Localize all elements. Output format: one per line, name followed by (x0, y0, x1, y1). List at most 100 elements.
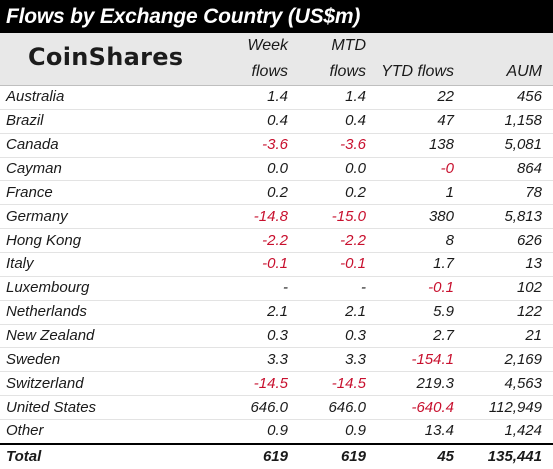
aum-cell: 13 (454, 252, 542, 277)
week-cell: -2.2 (215, 228, 288, 254)
row-padding (542, 133, 553, 158)
aum-cell: 1,424 (454, 419, 542, 445)
header-aum: AUM (506, 63, 542, 80)
country-cell: Netherlands (0, 300, 215, 325)
ytd-cell: 380 (366, 204, 454, 230)
mtd-cell: 619 (288, 442, 366, 469)
ytd-cell: 47 (366, 109, 454, 134)
week-cell: -14.5 (215, 371, 288, 397)
country-cell: Hong Kong (0, 228, 215, 254)
ytd-cell: 8 (366, 228, 454, 254)
table-title: Flows by Exchange Country (US$m) (0, 0, 553, 33)
row-padding (542, 300, 553, 325)
mtd-cell: 0.3 (288, 324, 366, 349)
aum-cell: 112,949 (454, 395, 542, 421)
row-padding (542, 109, 553, 134)
header-mtd-line1: MTD (331, 37, 366, 54)
aum-cell: 78 (454, 180, 542, 206)
aum-cell: 2,169 (454, 347, 542, 373)
mtd-cell: -3.6 (288, 133, 366, 158)
table-row: Luxembourg - - -0.1 102 (0, 276, 553, 301)
row-padding (542, 442, 553, 469)
mtd-cell: 646.0 (288, 395, 366, 421)
row-padding (542, 180, 553, 206)
row-padding (542, 228, 553, 254)
ytd-cell: -0 (366, 157, 454, 182)
header-week-line1: Week (247, 37, 288, 54)
table-row: Switzerland -14.5 -14.5 219.3 4,563 (0, 371, 553, 397)
table-row: Other 0.9 0.9 13.4 1,424 (0, 419, 553, 445)
ytd-cell: 45 (366, 442, 454, 469)
mtd-cell: 0.9 (288, 419, 366, 445)
week-cell: - (215, 276, 288, 301)
week-cell: 3.3 (215, 347, 288, 373)
row-padding (542, 157, 553, 182)
aum-cell: 102 (454, 276, 542, 301)
row-padding (542, 347, 553, 373)
mtd-cell: 0.2 (288, 180, 366, 206)
header-ytd-flows: YTD flows (381, 63, 454, 80)
header-mtd-flows: MTD flows (295, 33, 366, 85)
week-cell: 0.9 (215, 419, 288, 445)
country-cell: United States (0, 395, 215, 421)
week-cell: 619 (215, 442, 288, 469)
aum-cell: 122 (454, 300, 542, 325)
aum-cell: 5,813 (454, 204, 542, 230)
aum-cell: 456 (454, 86, 542, 110)
table-row: Sweden 3.3 3.3 -154.1 2,169 (0, 347, 553, 373)
table-header: CoinShares Week flows MTD flows YTD flow… (0, 33, 553, 86)
ytd-cell: 13.4 (366, 419, 454, 445)
week-cell: 0.0 (215, 157, 288, 182)
country-cell: Canada (0, 133, 215, 158)
table-row: New Zealand 0.3 0.3 2.7 21 (0, 324, 553, 349)
mtd-cell: 1.4 (288, 86, 366, 110)
table-row: Brazil 0.4 0.4 47 1,158 (0, 109, 553, 134)
country-cell: Brazil (0, 109, 215, 134)
ytd-cell: 5.9 (366, 300, 454, 325)
header-week-line2: flows (251, 63, 288, 80)
week-cell: -0.1 (215, 252, 288, 277)
week-cell: 2.1 (215, 300, 288, 325)
table-row: Cayman 0.0 0.0 -0 864 (0, 157, 553, 182)
mtd-cell: 3.3 (288, 347, 366, 373)
table-row: France 0.2 0.2 1 78 (0, 180, 553, 206)
country-cell: France (0, 180, 215, 206)
row-padding (542, 252, 553, 277)
country-cell: Switzerland (0, 371, 215, 397)
row-padding (542, 371, 553, 397)
row-padding (542, 324, 553, 349)
aum-cell: 21 (454, 324, 542, 349)
country-cell: New Zealand (0, 324, 215, 349)
table-row: Italy -0.1 -0.1 1.7 13 (0, 252, 553, 277)
week-cell: 0.4 (215, 109, 288, 134)
week-cell: 0.2 (215, 180, 288, 206)
country-cell: Cayman (0, 157, 215, 182)
ytd-cell: 1.7 (366, 252, 454, 277)
ytd-cell: 1 (366, 180, 454, 206)
week-cell: -3.6 (215, 133, 288, 158)
row-padding (542, 395, 553, 421)
ytd-cell: 22 (366, 86, 454, 110)
ytd-cell: 219.3 (366, 371, 454, 397)
total-row: Total 619 619 45 135,441 (0, 442, 553, 469)
mtd-cell: - (288, 276, 366, 301)
week-cell: -14.8 (215, 204, 288, 230)
ytd-cell: 138 (366, 133, 454, 158)
week-cell: 0.3 (215, 324, 288, 349)
row-padding (542, 419, 553, 445)
week-cell: 646.0 (215, 395, 288, 421)
coinshares-logo: CoinShares (28, 43, 184, 71)
mtd-cell: 2.1 (288, 300, 366, 325)
table-row: Hong Kong -2.2 -2.2 8 626 (0, 228, 553, 254)
ytd-cell: -154.1 (366, 347, 454, 373)
row-padding (542, 276, 553, 301)
row-padding (542, 86, 553, 110)
table-row: United States 646.0 646.0 -640.4 112,949 (0, 395, 553, 421)
mtd-cell: -14.5 (288, 371, 366, 397)
flows-table: Australia 1.4 1.4 22 456 Brazil 0.4 0.4 47 1,158 C… (0, 86, 553, 469)
mtd-cell: 0.0 (288, 157, 366, 182)
country-cell: Australia (0, 86, 215, 110)
row-padding (542, 204, 553, 230)
country-cell: Other (0, 419, 215, 445)
aum-cell: 626 (454, 228, 542, 254)
